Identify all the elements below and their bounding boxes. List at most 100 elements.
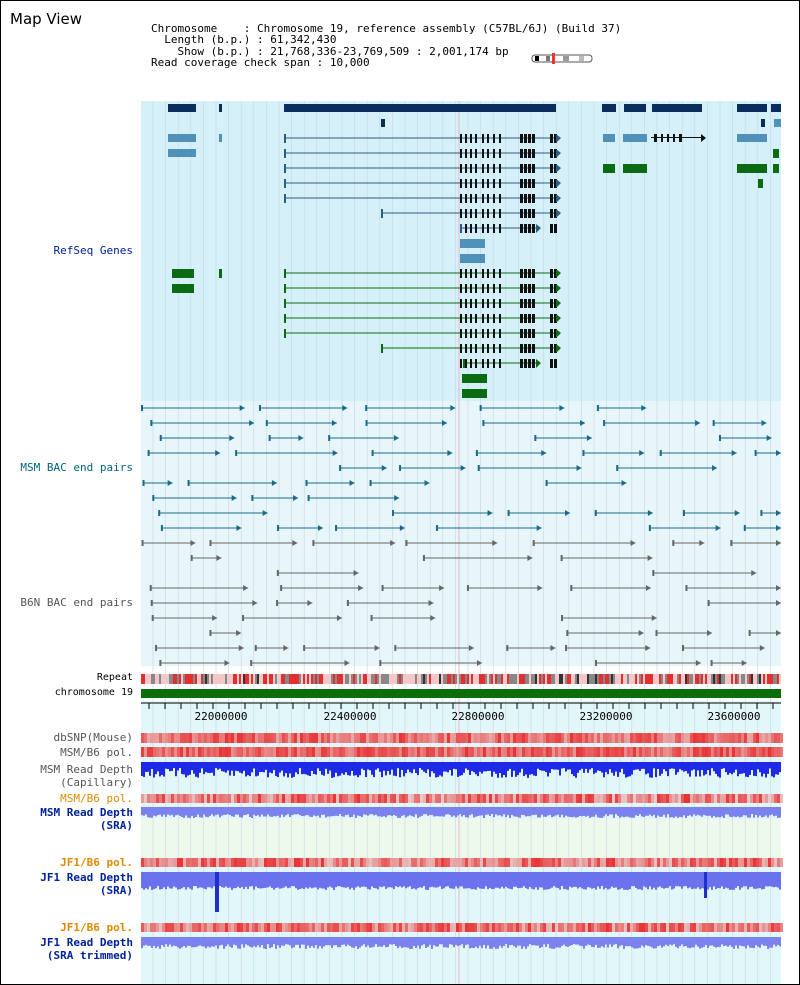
msm-depth-sra-bar bbox=[387, 807, 389, 816]
msm-depth-sra-bar bbox=[507, 807, 509, 816]
msm-depth-sra-bar bbox=[663, 807, 665, 815]
jf1-pol2-cell bbox=[285, 923, 288, 932]
refseq-green-cluster-exon bbox=[554, 299, 557, 308]
msm-depth-sra-bar bbox=[525, 807, 527, 817]
refseq-cluster-exon bbox=[532, 164, 535, 173]
msm-depth-sra-bar bbox=[239, 807, 241, 818]
jf1-pol2-cell bbox=[468, 923, 471, 932]
jf1-pol2-cell bbox=[360, 923, 363, 932]
msm-bac-end bbox=[424, 480, 430, 486]
dbsnp-cell bbox=[273, 733, 276, 743]
repeat-block bbox=[273, 674, 275, 684]
msm-depth-cap-bar bbox=[447, 762, 449, 773]
dbsnp-cell bbox=[471, 733, 474, 743]
refseq-cluster-exon bbox=[528, 194, 531, 203]
jf1-depth-trim-bar bbox=[209, 937, 211, 948]
msm-depth-cap-bar bbox=[547, 762, 549, 777]
length-key: Length (b.p.) bbox=[164, 33, 251, 46]
repeat-block bbox=[543, 674, 545, 684]
jf1-pol2-cell bbox=[645, 923, 648, 932]
msm-bac-end bbox=[545, 480, 548, 486]
msm-depth-sra-bar bbox=[585, 807, 587, 817]
jf1-depth-sra-bar bbox=[219, 872, 221, 887]
track-label-dbsnp[interactable]: dbSNP(Mouse) bbox=[53, 731, 133, 744]
repeat-block bbox=[167, 674, 169, 684]
jf1-pol2-cell bbox=[753, 923, 756, 932]
msm-depth-sra-bar bbox=[217, 807, 219, 815]
dbsnp-cell bbox=[750, 733, 753, 743]
dbsnp-cell bbox=[441, 733, 444, 743]
msm-depth-sra-bar bbox=[377, 807, 379, 817]
track-label-jf1-pol-1[interactable]: JF1/B6 pol. bbox=[60, 856, 133, 869]
msm-pol2-cell bbox=[570, 794, 573, 803]
msm-depth-sra-bar bbox=[601, 807, 603, 818]
track-label-jf1-depth-trimmed[interactable]: JF1 Read Depth (SRA trimmed) bbox=[40, 936, 133, 962]
jf1-depth-trim-bar bbox=[297, 937, 299, 945]
refseq-green-cluster-exon bbox=[482, 314, 484, 323]
jf1-depth-sra-bar bbox=[311, 872, 313, 889]
dbsnp-cell bbox=[459, 733, 462, 743]
msm-depth-cap-bar bbox=[729, 762, 731, 774]
dbsnp-cell bbox=[228, 733, 231, 743]
track-label-jf1-pol-2[interactable]: JF1/B6 pol. bbox=[60, 921, 133, 934]
track-label-chromosome[interactable]: chromosome 19 bbox=[54, 687, 133, 698]
dbsnp-cell bbox=[747, 733, 750, 743]
repeat-block bbox=[269, 674, 271, 684]
jf1-depth-sra-bar bbox=[569, 872, 571, 887]
b6n-bac-end bbox=[532, 540, 535, 546]
track-label-msm-depth-sra[interactable]: MSM Read Depth (SRA) bbox=[40, 806, 133, 832]
repeat-block bbox=[529, 674, 531, 684]
msm-pol-cell bbox=[624, 747, 627, 757]
msm-bac-end bbox=[761, 420, 767, 426]
msm-depth-cap-bar bbox=[305, 762, 307, 775]
msm-pol-cell bbox=[438, 747, 441, 757]
jf1-pol-cell bbox=[417, 858, 420, 867]
msm-depth-cap-bar bbox=[633, 762, 635, 771]
refseq-cluster-exon bbox=[524, 224, 527, 233]
jf1-depth-sra-bar bbox=[763, 872, 765, 889]
jf1-depth-sra-bar bbox=[241, 872, 243, 888]
track-label-msm-pol-1[interactable]: MSM/B6 pol. bbox=[60, 746, 133, 759]
repeat-block bbox=[391, 674, 393, 684]
track-label-repeat[interactable]: Repeat bbox=[96, 672, 133, 683]
jf1-pol2-cell bbox=[324, 923, 327, 932]
jf1-depth-trim-bar bbox=[451, 937, 453, 945]
msm-depth-sra-bar bbox=[757, 807, 759, 818]
jf1-pol-cell bbox=[267, 858, 270, 867]
msm-depth-cap-bar bbox=[543, 762, 545, 771]
jf1-depth-sra-bar bbox=[327, 872, 329, 888]
msm-depth-sra-bar bbox=[153, 807, 155, 816]
jf1-pol-cell bbox=[183, 858, 186, 867]
track-label-jf1-depth-sra[interactable]: JF1 Read Depth (SRA) bbox=[40, 871, 133, 897]
jf1-depth-trim-bar bbox=[387, 937, 389, 947]
track-label-b6n-bac[interactable]: B6N BAC end pairs bbox=[20, 596, 133, 609]
track-label-msm-bac[interactable]: MSM BAC end pairs bbox=[20, 461, 133, 474]
msm-depth-sra-bar bbox=[761, 807, 763, 818]
repeat-block bbox=[535, 674, 537, 684]
msm-depth-cap-bar bbox=[251, 762, 253, 773]
jf1-pol2-cell bbox=[633, 923, 636, 932]
msm-pol2-cell bbox=[528, 794, 531, 803]
track-label-msm-pol-2[interactable]: MSM/B6 pol. bbox=[60, 792, 133, 805]
repeat-block bbox=[479, 674, 481, 684]
msm-pol2-cell bbox=[582, 794, 585, 803]
jf1-depth-sra-bar bbox=[173, 872, 175, 887]
jf1-pol2-cell bbox=[597, 923, 600, 932]
msm-depth-sra-bar bbox=[587, 807, 589, 816]
track-label-msm-depth-capillary[interactable]: MSM Read Depth (Capillary) bbox=[40, 763, 133, 789]
jf1-pol-cell bbox=[708, 858, 711, 867]
jf1-pol-cell bbox=[612, 858, 615, 867]
refseq-cluster-exon bbox=[482, 134, 484, 143]
track-label-refseq[interactable]: RefSeq Genes bbox=[53, 244, 133, 257]
msm-pol-cell bbox=[318, 747, 321, 757]
jf1-pol-cell bbox=[435, 858, 438, 867]
jf1-pol-cell bbox=[393, 858, 396, 867]
jf1-depth-sra-bar bbox=[711, 872, 713, 890]
refseq-cluster-exon bbox=[528, 179, 531, 188]
jf1-pol-cell bbox=[282, 858, 285, 867]
msm-depth-sra-bar bbox=[517, 807, 519, 818]
dbsnp-cell bbox=[147, 733, 150, 743]
msm-depth-sra-bar bbox=[401, 807, 403, 816]
msm-depth-cap-bar bbox=[289, 762, 291, 774]
